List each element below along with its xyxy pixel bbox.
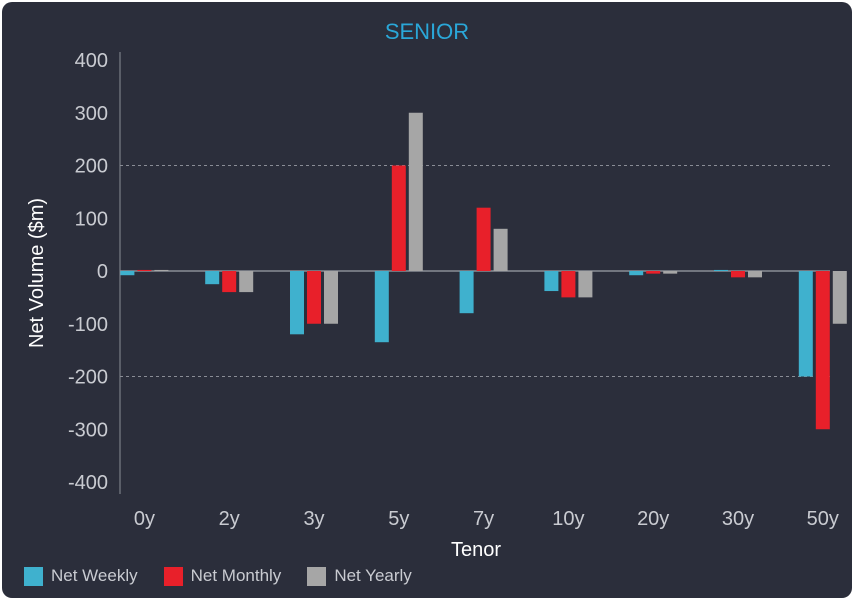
bar-net-monthly-3y: [307, 271, 321, 324]
x-tick-label: 20y: [637, 508, 669, 530]
x-tick-label: 50y: [807, 508, 839, 530]
y-tick-label: -400: [68, 472, 108, 494]
y-tick-label: 100: [75, 208, 108, 230]
bar-net-yearly-10y: [578, 271, 593, 298]
bar-net-yearly-5y: [408, 112, 423, 271]
legend-label-net-weekly: Net Weekly: [51, 566, 138, 585]
bar-net-monthly-50y: [815, 271, 830, 430]
bar-net-weekly-20y: [629, 271, 644, 276]
bar-net-yearly-0y: [154, 269, 169, 271]
legend-swatch-net-yearly: [307, 566, 327, 586]
y-tick-label: 400: [75, 50, 108, 72]
bar-net-weekly-3y: [290, 271, 304, 335]
legend-item-net-monthly[interactable]: Net Monthly: [163, 566, 282, 586]
y-tick-label: 200: [75, 156, 108, 178]
legend-label-net-monthly: Net Monthly: [190, 566, 282, 585]
bar-net-monthly-30y: [731, 271, 745, 278]
bar-net-yearly-30y: [748, 271, 762, 278]
x-tick-label: 7y: [473, 508, 494, 530]
chart-title: SENIOR: [385, 19, 469, 44]
x-tick-label: 2y: [219, 508, 240, 530]
bar-net-yearly-7y: [493, 228, 508, 271]
y-tick-label: -300: [68, 419, 108, 441]
x-axis-title: Tenor: [451, 539, 501, 561]
x-tick-label: 0y: [134, 508, 155, 530]
chart-svg: SENIOR 400 300 200 100 0 -100 -200 -300 -400 0y 2y 3…: [26, 19, 847, 561]
bar-net-weekly-7y: [459, 271, 474, 314]
bar-net-weekly-0y: [120, 271, 135, 276]
legend-label-net-yearly: Net Yearly: [334, 566, 412, 585]
bar-net-yearly-3y: [324, 271, 338, 324]
bar-net-monthly-20y: [646, 271, 661, 274]
legend-item-net-weekly[interactable]: Net Weekly: [24, 566, 138, 586]
bar-net-monthly-0y: [137, 269, 152, 271]
bar-net-weekly-10y: [544, 271, 559, 292]
bar-net-weekly-5y: [374, 271, 389, 343]
bar-net-monthly-10y: [561, 271, 576, 298]
bar-net-weekly-50y: [798, 271, 813, 377]
bar-net-weekly-2y: [205, 271, 220, 285]
y-tick-label: -200: [68, 367, 108, 389]
x-tick-label: 3y: [303, 508, 324, 530]
legend-swatch-net-weekly: [24, 566, 43, 586]
y-tick-label: -100: [68, 314, 108, 336]
x-tick-label: 5y: [388, 508, 409, 530]
x-tick-label: 30y: [722, 508, 754, 530]
x-tick-label: 10y: [552, 508, 584, 530]
bar-net-monthly-7y: [476, 207, 491, 271]
bar-net-monthly-5y: [391, 165, 406, 271]
bar-net-yearly-20y: [663, 271, 678, 274]
legend: Net Weekly Net Monthly Net Yearly: [24, 566, 438, 586]
bar-net-yearly-2y: [239, 271, 254, 293]
legend-item-net-yearly[interactable]: Net Yearly: [307, 566, 412, 586]
y-tick-label: 300: [75, 103, 108, 125]
bar-net-weekly-30y: [714, 269, 728, 271]
bar-net-yearly-50y: [832, 271, 847, 324]
legend-swatch-net-monthly: [163, 566, 183, 586]
y-tick-label: 0: [97, 261, 108, 283]
bar-net-monthly-2y: [222, 271, 237, 293]
y-axis-title: Net Volume ($m): [26, 198, 48, 348]
